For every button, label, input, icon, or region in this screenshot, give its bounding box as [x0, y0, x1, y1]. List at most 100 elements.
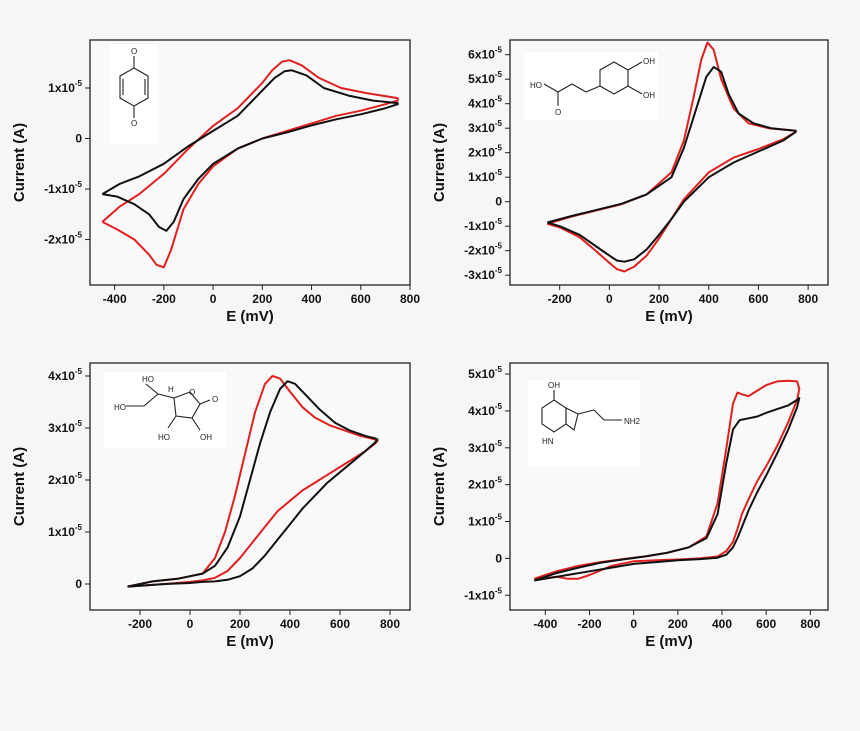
y-tick-label: 1x10-5 — [48, 79, 82, 95]
y-tick-label: 2x10-5 — [48, 471, 82, 487]
y-tick-label: 5x10-5 — [468, 365, 502, 381]
x-tick-label: -200 — [128, 617, 152, 631]
cv-trace-black — [127, 380, 379, 588]
molecule-inset-serotonin: OH HN NH2 — [528, 380, 641, 466]
y-axis-title: Current (A) — [431, 123, 448, 202]
y-tick-exponent: -5 — [75, 79, 83, 88]
x-axis-title: E (mV) — [226, 308, 274, 325]
x-axis-title: E (mV) — [645, 633, 693, 650]
cv-trace-black — [547, 66, 797, 263]
x-tick-label: 0 — [606, 292, 613, 306]
x-tick-label: 200 — [668, 617, 688, 631]
x-tick-label: 0 — [210, 292, 217, 306]
y-tick-mantissa: 3x10 — [48, 421, 75, 435]
molecule-atom-label: OH — [200, 433, 212, 442]
y-tick-exponent: -5 — [495, 266, 503, 275]
y-tick-exponent: -5 — [495, 242, 503, 251]
y-tick-label: -1x10-5 — [464, 586, 502, 602]
chart-panel-benzoquinone: -400 -200 0 200 400 600 800-2x10-5-1x10-501x10… — [11, 39, 420, 325]
y-tick-mantissa: 1x10 — [468, 515, 495, 529]
x-tick-label: 200 — [230, 617, 250, 631]
x-tick-label: 600 — [748, 292, 768, 306]
y-tick-exponent: -5 — [495, 365, 503, 374]
x-tick-label: -400 — [533, 617, 557, 631]
x-tick-label: 400 — [699, 292, 719, 306]
cv-trace-black — [533, 397, 801, 582]
y-tick-mantissa: 3x10 — [468, 441, 495, 455]
molecule-atom-label: O — [555, 108, 561, 117]
y-tick-mantissa: 5x10 — [468, 72, 495, 86]
molecule-atom-label: HO — [530, 81, 542, 90]
y-tick-label: 4x10-5 — [468, 95, 502, 111]
molecule-atom-label: O — [189, 388, 195, 397]
x-tick-label: 800 — [798, 292, 818, 306]
y-tick-mantissa: 1x10 — [48, 81, 75, 95]
y-tick-label: 3x10-5 — [48, 419, 82, 435]
x-tick-label: 200 — [649, 292, 669, 306]
y-tick-mantissa: 2x10 — [468, 478, 495, 492]
molecule-atom-label: NH2 — [624, 417, 641, 426]
y-tick-mantissa: 1x10 — [468, 170, 495, 184]
y-tick-label: 1x10-5 — [48, 523, 82, 539]
y-tick-label: -2x10-5 — [464, 242, 502, 258]
y-tick-label: 1x10-5 — [468, 513, 502, 529]
y-tick-exponent: -5 — [495, 476, 503, 485]
molecule-inset-caffeic-acid: OH OH HO O — [524, 52, 658, 120]
y-tick-exponent: -5 — [495, 144, 503, 153]
y-tick-mantissa: 4x10 — [48, 369, 75, 383]
y-tick-label: 1x10-5 — [468, 168, 502, 184]
y-tick-label: -1x10-5 — [44, 180, 82, 196]
molecule-atom-label: OH — [643, 57, 655, 66]
y-tick-exponent: -5 — [495, 119, 503, 128]
molecule-inset-benzoquinone: O O — [110, 44, 158, 144]
molecule-atom-label: HO — [142, 375, 154, 384]
y-tick-label: -2x10-5 — [44, 231, 82, 247]
y-tick-exponent: -5 — [75, 367, 83, 376]
x-tick-label: 400 — [280, 617, 300, 631]
x-tick-label: 800 — [800, 617, 820, 631]
x-axis-title: E (mV) — [645, 308, 693, 325]
y-tick-mantissa: -1x10 — [44, 182, 75, 196]
cv-trace-black — [101, 69, 399, 232]
molecule-atom-label: HN — [542, 437, 554, 446]
y-axis-title: Current (A) — [11, 123, 28, 202]
y-tick-mantissa: -1x10 — [464, 588, 495, 602]
y-tick-exponent: -5 — [495, 70, 503, 79]
y-tick-label: 2x10-5 — [468, 144, 502, 160]
y-tick-label: 4x10-5 — [48, 367, 82, 383]
y-tick-mantissa: 5x10 — [468, 367, 495, 381]
molecule-inset-ascorbic-acid: HO H HO O O HO OH — [104, 372, 226, 448]
y-tick-mantissa: -1x10 — [464, 219, 495, 233]
molecule-atom-label: HO — [158, 433, 170, 442]
y-tick-label: -1x10-5 — [464, 217, 502, 233]
y-tick-mantissa: 3x10 — [468, 121, 495, 135]
y-tick-exponent: -5 — [75, 180, 83, 189]
y-tick-label: 4x10-5 — [468, 402, 502, 418]
y-tick-label: 3x10-5 — [468, 439, 502, 455]
y-tick-label: 0 — [75, 577, 82, 591]
y-axis-title: Current (A) — [11, 447, 28, 526]
molecule-atom-label: OH — [643, 91, 655, 100]
y-tick-exponent: -5 — [495, 217, 503, 226]
x-axis-title: E (mV) — [226, 633, 274, 650]
x-tick-label: -200 — [152, 292, 176, 306]
y-tick-exponent: -5 — [75, 523, 83, 532]
y-tick-label: 3x10-5 — [468, 119, 502, 135]
molecule-atom-label: O — [212, 395, 218, 404]
y-tick-label: 0 — [495, 195, 502, 209]
x-tick-label: 200 — [252, 292, 272, 306]
y-tick-exponent: -5 — [75, 231, 83, 240]
x-tick-label: -200 — [577, 617, 601, 631]
y-tick-label: 5x10-5 — [468, 70, 502, 86]
chart-panel-caffeic-acid: -200 0 200 400 600 800-3x10-5-2x10-5-1x10-501… — [431, 39, 829, 325]
x-tick-label: 800 — [380, 617, 400, 631]
molecule-atom-label: HO — [114, 403, 126, 412]
y-tick-exponent: -5 — [495, 513, 503, 522]
x-tick-label: -200 — [548, 292, 572, 306]
y-tick-exponent: -5 — [495, 586, 503, 595]
y-tick-mantissa: -3x10 — [464, 268, 495, 282]
x-tick-label: 600 — [330, 617, 350, 631]
y-axis-title: Current (A) — [431, 447, 448, 526]
x-tick-label: 0 — [187, 617, 194, 631]
